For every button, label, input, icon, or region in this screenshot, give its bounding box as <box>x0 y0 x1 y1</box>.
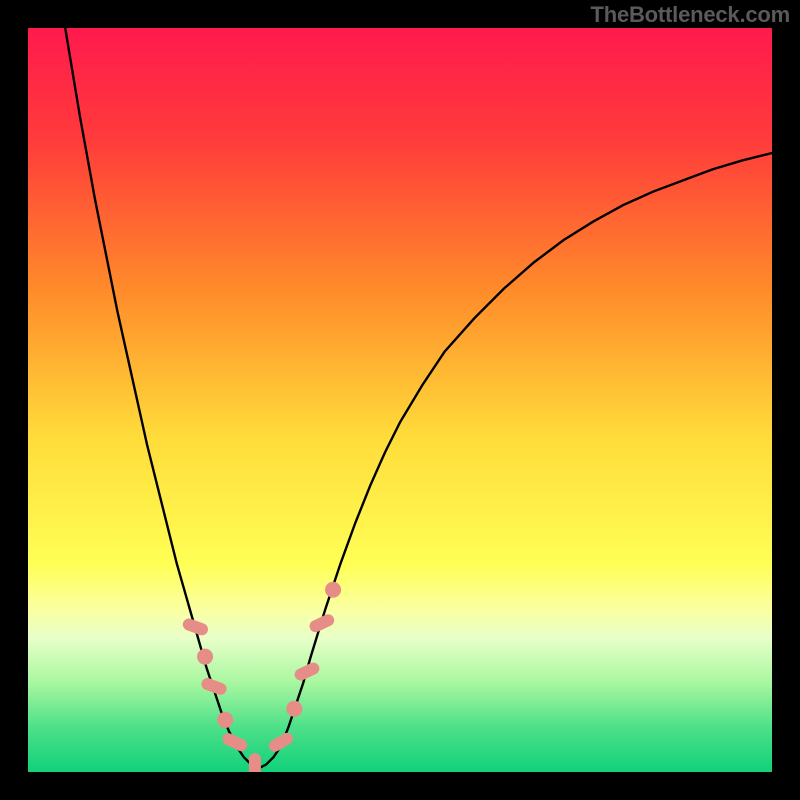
chart-frame: TheBottleneck.com <box>0 0 800 800</box>
marker-dot <box>286 701 302 717</box>
marker-dot <box>217 712 233 728</box>
marker-dot <box>197 649 213 665</box>
gradient-background <box>28 28 772 772</box>
watermark-text: TheBottleneck.com <box>590 2 790 28</box>
marker-lozenge <box>249 753 261 772</box>
plot-svg <box>28 28 772 772</box>
marker-dot <box>325 582 341 598</box>
plot-area <box>28 28 772 772</box>
